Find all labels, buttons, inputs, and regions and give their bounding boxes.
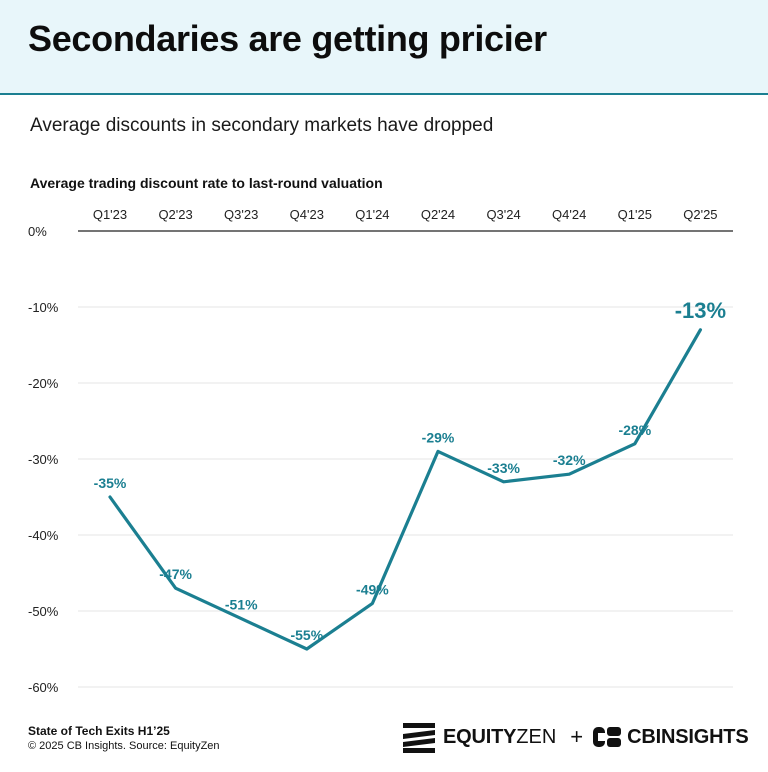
y-tick-label: -20% xyxy=(28,376,59,391)
x-tick-label: Q3'23 xyxy=(224,207,258,222)
data-label: -55% xyxy=(290,627,323,643)
equityzen-stripes-icon xyxy=(403,723,435,753)
logo-plus: + xyxy=(570,724,584,749)
footer-report-title: State of Tech Exits H1’25 xyxy=(28,724,170,738)
data-label: -13% xyxy=(675,298,726,323)
cbinsights-c-icon xyxy=(593,727,622,747)
equityzen-wordmark-bold: EQUITY xyxy=(443,725,517,748)
header-banner: Secondaries are getting pricier xyxy=(0,0,768,95)
logo-bar: EQUITY ZEN + CBINSIGHTS xyxy=(403,721,749,753)
y-tick-label: -50% xyxy=(28,604,59,619)
page-title: Secondaries are getting pricier xyxy=(28,18,547,59)
chart-title: Average trading discount rate to last-ro… xyxy=(30,175,383,191)
y-tick-label: -30% xyxy=(28,452,59,467)
data-label: -33% xyxy=(487,460,520,476)
series-line xyxy=(108,328,703,651)
equityzen-wordmark-light: ZEN xyxy=(516,725,557,748)
page-subtitle: Average discounts in secondary markets h… xyxy=(30,115,494,136)
footer-source: © 2025 CB Insights. Source: EquityZen xyxy=(28,740,220,752)
y-tick-label: -40% xyxy=(28,528,59,543)
x-axis-tick-labels: Q1'23 Q2'23 Q3'23 Q4'23 Q1'24 Q2'24 Q3'24 Q4'24… xyxy=(93,207,718,222)
cbinsights-wordmark: CBINSIGHTS xyxy=(627,725,749,748)
x-tick-label: Q2'24 xyxy=(421,207,455,222)
x-tick-label: Q1'23 xyxy=(93,207,127,222)
line-chart: 0% -10% -20% -30% -40% -50% -60% Q1'23 Q2'23 Q3'… xyxy=(28,207,733,695)
y-tick-label: -60% xyxy=(28,680,59,695)
data-label: -49% xyxy=(356,581,389,597)
x-tick-label: Q4'24 xyxy=(552,207,586,222)
y-axis-tick-labels: 0% -10% -20% -30% -40% -50% -60% xyxy=(28,224,59,695)
equityzen-logo: EQUITY ZEN xyxy=(403,721,556,753)
y-tick-label: 0% xyxy=(28,224,47,239)
data-labels: -35% -47% -51% -55% -49% -29% -33% -32% -28% -13% xyxy=(94,298,726,643)
data-label: -51% xyxy=(225,597,258,613)
data-label: -29% xyxy=(422,429,455,445)
data-label: -28% xyxy=(618,422,651,438)
cbinsights-logo: CBINSIGHTS xyxy=(593,725,749,749)
grid-lines xyxy=(78,230,733,688)
x-tick-label: Q2'23 xyxy=(158,207,192,222)
x-tick-label: Q2'25 xyxy=(683,207,717,222)
x-tick-label: Q3'24 xyxy=(486,207,520,222)
data-label: -32% xyxy=(553,452,586,468)
x-tick-label: Q1'24 xyxy=(355,207,389,222)
data-label: -47% xyxy=(159,566,192,582)
x-tick-label: Q4'23 xyxy=(290,207,324,222)
data-label: -35% xyxy=(94,475,127,491)
y-tick-label: -10% xyxy=(28,300,59,315)
series-line-path xyxy=(108,328,703,651)
x-tick-label: Q1'25 xyxy=(618,207,652,222)
